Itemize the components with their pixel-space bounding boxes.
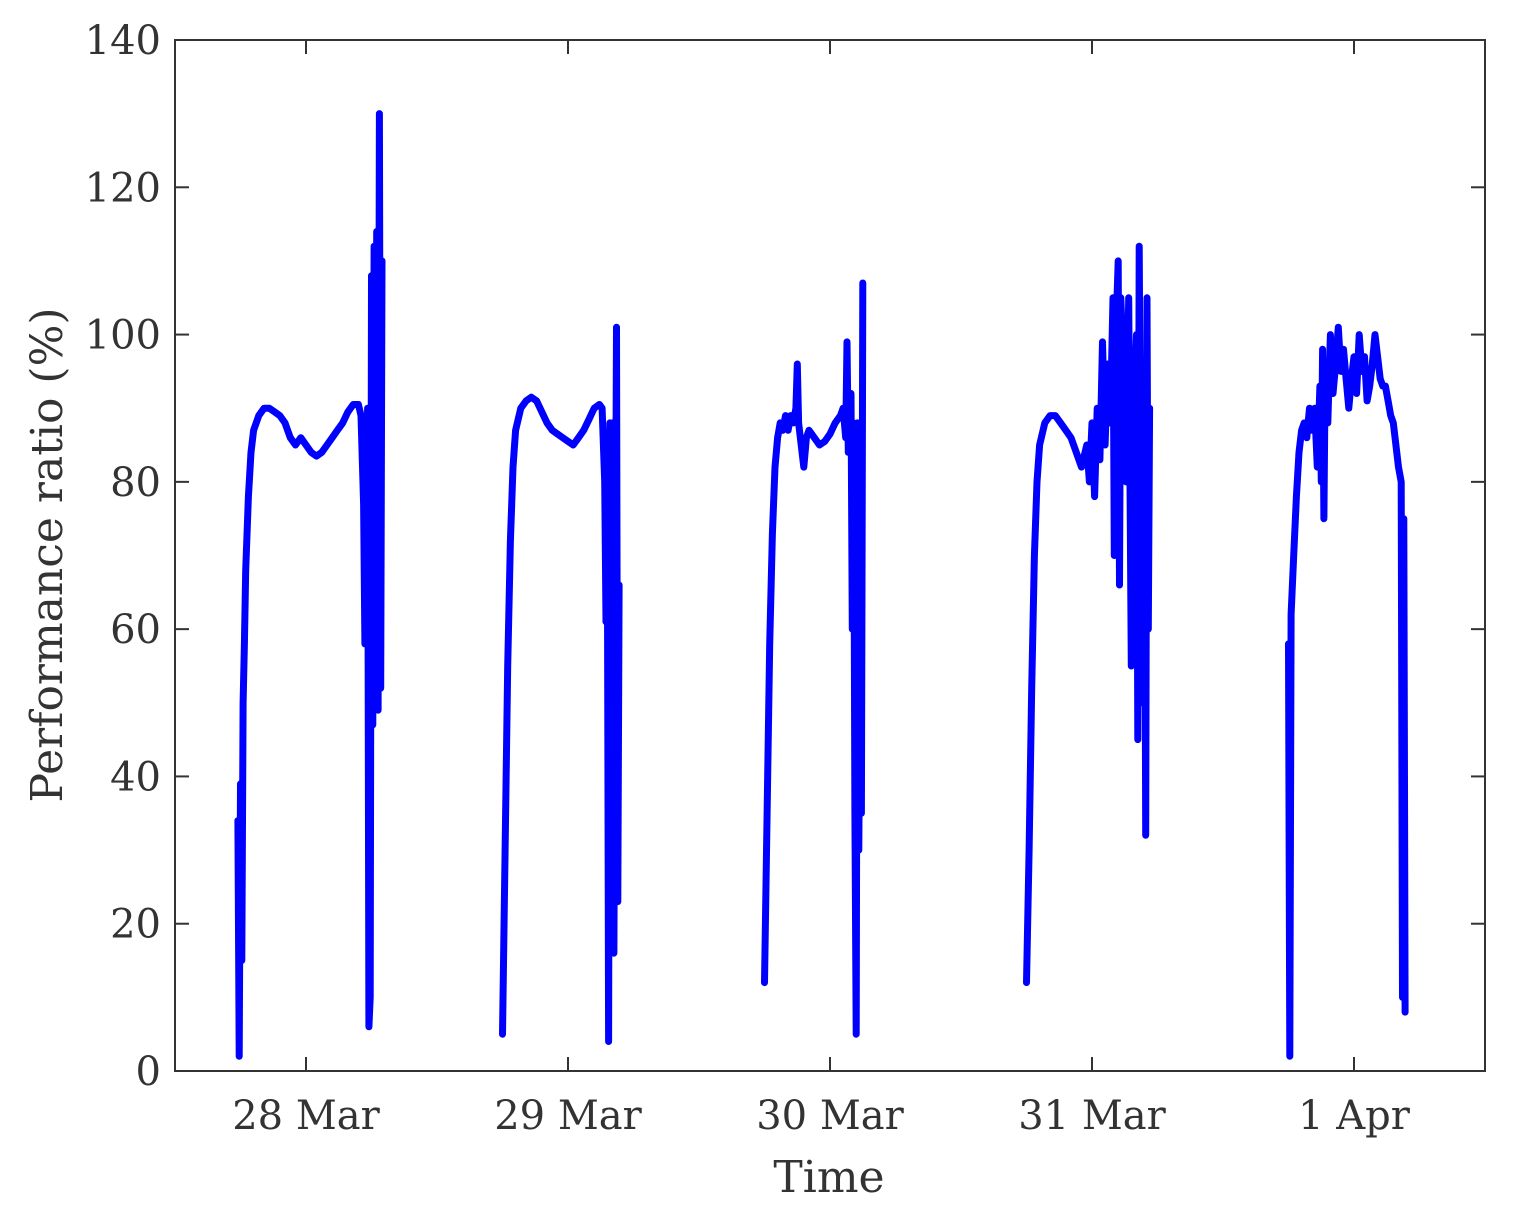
series-group xyxy=(234,110,1409,1060)
y-axis-title: Performance ratio (%) xyxy=(22,307,73,802)
y-tick-label: 140 xyxy=(85,18,161,64)
y-axis: 0 20 40 60 80 100 120 140 xyxy=(85,18,1485,1095)
x-tick-label: 31 Mar xyxy=(1018,1093,1166,1139)
x-axis: 28 Mar 29 Mar 30 Mar 31 Mar 1 Apr xyxy=(232,40,1411,1139)
series-line-segment xyxy=(499,323,623,1045)
x-tick-label: 29 Mar xyxy=(494,1093,642,1139)
y-tick-label: 60 xyxy=(110,607,161,653)
x-axis-title: Time xyxy=(773,1152,884,1203)
y-tick-label: 80 xyxy=(110,460,161,506)
series-line-segment xyxy=(1023,242,1154,987)
x-tick-label: 30 Mar xyxy=(756,1093,904,1139)
y-tick-label: 0 xyxy=(136,1049,161,1095)
series-line-segment xyxy=(761,279,867,1038)
y-tick-label: 120 xyxy=(85,165,161,211)
y-tick-label: 100 xyxy=(85,313,161,359)
y-tick-label: 20 xyxy=(110,902,161,948)
series-line-segment xyxy=(234,110,386,1060)
x-tick-label: 1 Apr xyxy=(1298,1093,1411,1139)
series-line-segment xyxy=(1285,323,1409,1060)
x-tick-label: 28 Mar xyxy=(232,1093,380,1139)
y-tick-label: 40 xyxy=(110,754,161,800)
